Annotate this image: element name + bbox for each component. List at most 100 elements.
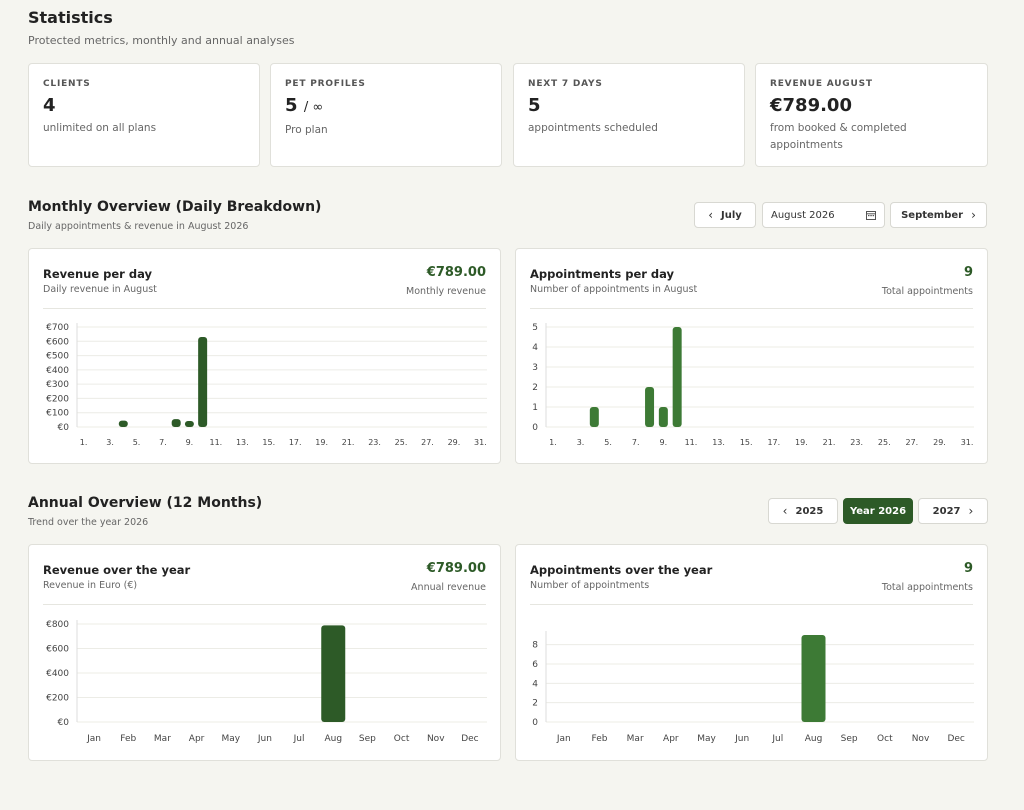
- stat-desc: from booked & completed appointments: [770, 122, 907, 151]
- bar[interactable]: [321, 625, 346, 722]
- bar[interactable]: [184, 421, 194, 427]
- revenue-over-year-chart: €0 €200 €400 €600 €800 Jan Feb Mar Apr May Jun Jul A…: [46, 620, 487, 744]
- x-tick-label: 1.: [549, 438, 557, 447]
- card-title: Revenue per day: [43, 267, 152, 281]
- x-tick-label: Jul: [293, 734, 305, 744]
- x-tick-label: Dec: [947, 734, 964, 744]
- y-tick-label: €700: [46, 323, 69, 333]
- x-tick-label: Jun: [734, 734, 749, 744]
- revenue-per-day-chart: €0 €100 €200 €300 €400 €500 €600 €700 1. 3. 5. 7. 9.…: [46, 323, 487, 447]
- y-tick-label: €100: [46, 409, 69, 419]
- x-tick-label: 21.: [823, 438, 836, 447]
- x-tick-label: 31.: [474, 438, 487, 447]
- x-tick-label: 17.: [767, 438, 780, 447]
- x-tick-label: May: [221, 734, 240, 744]
- bar[interactable]: [198, 337, 208, 427]
- x-tick-label: 1.: [80, 438, 88, 447]
- x-tick-label: 23.: [850, 438, 863, 447]
- x-tick-label: 15.: [740, 438, 753, 447]
- bar[interactable]: [589, 407, 599, 427]
- x-tick-label: 25.: [878, 438, 891, 447]
- card-subtitle: Revenue in Euro (€): [43, 580, 138, 591]
- y-tick-label: €0: [58, 718, 70, 728]
- prev-year-button[interactable]: ‹ 2025: [768, 498, 838, 524]
- bar[interactable]: [645, 387, 655, 427]
- next-year-button[interactable]: 2027 ›: [918, 498, 988, 524]
- card-title: Revenue over the year: [43, 563, 191, 577]
- x-tick-label: Jul: [771, 734, 783, 744]
- stat-value-suffix: / ∞: [303, 100, 324, 115]
- y-tick-label: €200: [46, 394, 69, 404]
- card-subtitle: Daily revenue in August: [43, 284, 157, 295]
- bar[interactable]: [171, 419, 181, 427]
- y-tick-label: 0: [532, 718, 538, 728]
- y-tick-label: €400: [46, 366, 69, 376]
- x-tick-label: Feb: [120, 734, 136, 744]
- stat-value: €789.00: [770, 95, 852, 116]
- x-tick-label: 21.: [342, 438, 355, 447]
- stat-card-next-7-days: NEXT 7 DAYS 5 appointments scheduled: [513, 63, 745, 167]
- annual-section-subtitle: Trend over the year 2026: [28, 517, 149, 528]
- x-tick-label: 5.: [604, 438, 612, 447]
- card-value: €789.00: [426, 265, 486, 280]
- chevron-left-icon: ‹: [782, 504, 788, 518]
- month-picker[interactable]: August 2026: [762, 202, 885, 228]
- stat-value: 4: [43, 95, 56, 116]
- x-tick-label: 3.: [106, 438, 114, 447]
- x-tick-label: Oct: [877, 734, 893, 744]
- card-value-label: Total appointments: [881, 582, 973, 593]
- x-tick-label: 13.: [712, 438, 725, 447]
- monthly-section-title: Monthly Overview (Daily Breakdown): [28, 199, 322, 215]
- x-tick-label: 27.: [906, 438, 919, 447]
- x-tick-label: 29.: [448, 438, 461, 447]
- card-subtitle: Number of appointments in August: [530, 284, 698, 295]
- y-tick-label: 8: [532, 641, 538, 651]
- stat-desc: Pro plan: [285, 124, 328, 136]
- next-month-button[interactable]: September ›: [890, 202, 987, 228]
- x-tick-label: Sep: [841, 734, 858, 744]
- x-tick-label: 13.: [236, 438, 249, 447]
- card-value: 9: [963, 561, 973, 576]
- stat-card-clients: CLIENTS 4 unlimited on all plans: [28, 63, 260, 167]
- calendar-icon: [866, 210, 876, 220]
- x-tick-label: Jan: [86, 734, 101, 744]
- x-tick-label: 9.: [186, 438, 194, 447]
- current-year-button[interactable]: Year 2026: [843, 498, 913, 524]
- x-tick-label: Mar: [627, 734, 644, 744]
- x-tick-label: 19.: [315, 438, 328, 447]
- y-tick-label: 4: [532, 679, 538, 689]
- page-subtitle: Protected metrics, monthly and annual an…: [28, 34, 295, 47]
- x-tick-label: Aug: [324, 734, 342, 744]
- y-tick-label: 5: [532, 323, 538, 333]
- card-value-label: Annual revenue: [411, 582, 486, 593]
- stat-card-pet-profiles: PET PROFILES 5 / ∞ Pro plan: [270, 63, 502, 167]
- y-tick-label: €200: [46, 694, 69, 704]
- y-tick-label: €800: [46, 620, 69, 630]
- stat-label: CLIENTS: [43, 79, 91, 89]
- divider: [530, 604, 973, 605]
- x-tick-label: 29.: [933, 438, 946, 447]
- x-tick-label: Apr: [663, 734, 679, 744]
- x-tick-label: Nov: [912, 734, 930, 744]
- card-subtitle: Number of appointments: [530, 580, 650, 591]
- chevron-right-icon: ›: [968, 504, 974, 518]
- y-tick-label: 3: [532, 363, 538, 373]
- x-tick-label: 25.: [395, 438, 408, 447]
- stat-label: REVENUE AUGUST: [770, 79, 873, 89]
- x-tick-label: 7.: [632, 438, 640, 447]
- x-tick-label: Jan: [556, 734, 571, 744]
- x-tick-label: 23.: [368, 438, 381, 447]
- x-tick-label: Apr: [189, 734, 205, 744]
- x-tick-label: 3.: [577, 438, 585, 447]
- x-tick-label: May: [697, 734, 716, 744]
- bar[interactable]: [672, 327, 682, 427]
- y-tick-label: 6: [532, 660, 538, 670]
- divider: [530, 308, 973, 309]
- x-tick-label: 27.: [421, 438, 434, 447]
- bar[interactable]: [118, 420, 128, 427]
- x-tick-label: Mar: [154, 734, 171, 744]
- prev-month-button[interactable]: ‹ July: [694, 202, 756, 228]
- bar[interactable]: [801, 635, 826, 722]
- bar[interactable]: [658, 407, 668, 427]
- x-tick-label: Dec: [461, 734, 478, 744]
